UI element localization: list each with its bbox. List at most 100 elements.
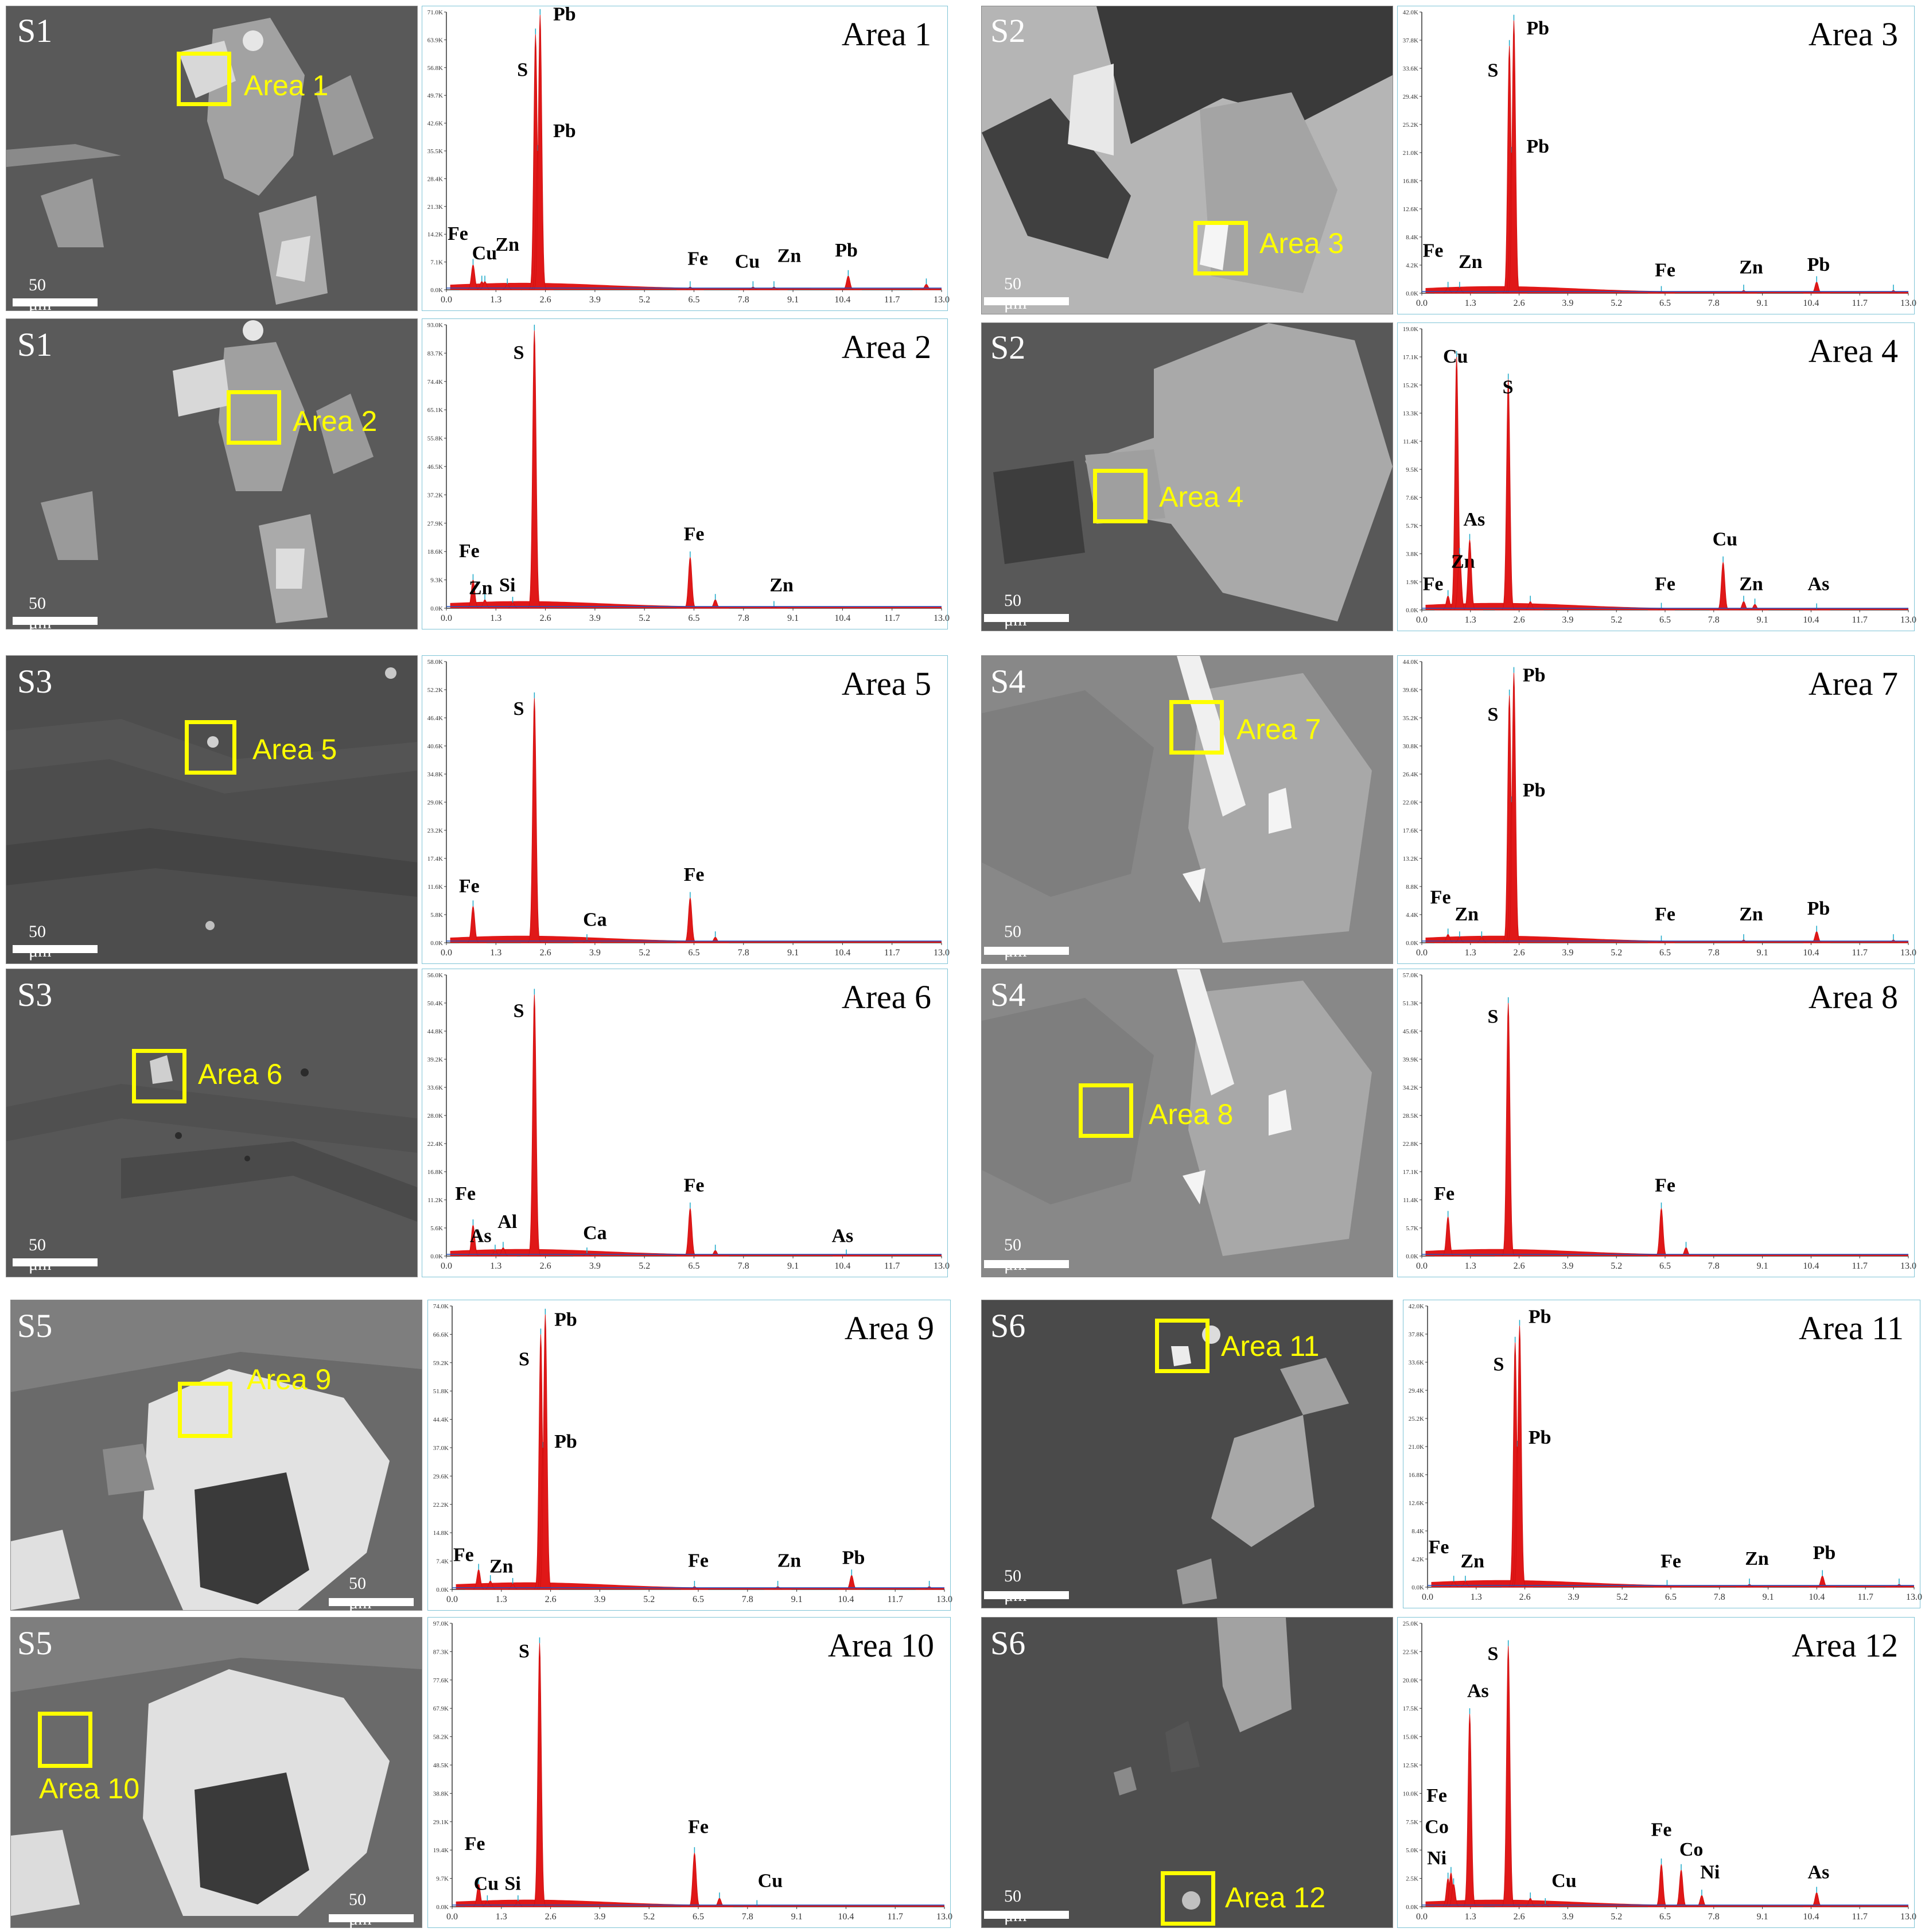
peak-label: Zn <box>769 574 794 596</box>
area-marker <box>1079 1083 1133 1138</box>
sem-texture <box>982 1300 1393 1608</box>
y-tick-label: 33.6K <box>1403 65 1418 72</box>
spectrum-title: Area 12 <box>1792 1627 1898 1664</box>
spectrum-background <box>450 1249 942 1256</box>
spectrum-svg: 0.0K 7.1K 14.2K 21.3K 28.4K 35.5K 42.6K 49.7K 56… <box>427 4 950 305</box>
spectrum-peak <box>1495 1002 1522 1257</box>
y-tick-label: 17.1K <box>1403 1169 1418 1176</box>
scale-text: 50 μm <box>1004 1887 1027 1925</box>
y-tick-label: 39.2K <box>427 1056 443 1063</box>
spectrum-peak <box>1647 1864 1675 1907</box>
spectrum-background <box>456 1582 944 1589</box>
y-tick-label: 3.8K <box>1406 551 1418 558</box>
area-label: Area 12 <box>1225 1882 1326 1914</box>
x-tick-label: 11.7 <box>884 613 900 623</box>
y-tick-label: 63.9K <box>427 37 443 44</box>
spectrum-svg: 0.0K 4.4K 8.8K 13.2K 17.6K 22.0K 26.4K 30.8K 35.… <box>1403 659 1916 958</box>
x-tick-label: 13.0 <box>934 295 950 305</box>
peak-label: Pb <box>1807 898 1830 919</box>
scale-text: 50 μm <box>1004 1235 1027 1274</box>
peak-label: Pb <box>1526 136 1549 157</box>
sem-image <box>981 969 1393 1277</box>
y-tick-label: 8.4K <box>1406 234 1418 241</box>
y-tick-label: 19.4K <box>433 1847 449 1854</box>
scale-bar <box>329 1598 414 1606</box>
x-tick-label: 6.5 <box>1659 948 1671 958</box>
peak-label: As <box>1808 574 1830 595</box>
y-tick-label: 0.0K <box>436 1904 449 1911</box>
x-tick-label: 0.0 <box>441 295 452 305</box>
y-tick-label: 29.4K <box>1409 1387 1424 1394</box>
sem-texture <box>6 6 417 310</box>
peak-label: S <box>519 1641 530 1662</box>
y-tick-label: 0.0K <box>1411 1584 1424 1591</box>
peak-label: Fe <box>459 541 480 562</box>
spectrum-peak <box>1500 20 1527 294</box>
y-tick-label: 30.8K <box>1403 743 1418 750</box>
peak-label: Pb <box>1526 18 1549 39</box>
x-tick-label: 1.3 <box>1471 1592 1482 1602</box>
x-tick-label: 3.9 <box>1562 615 1573 625</box>
x-tick-label: 6.5 <box>689 295 700 305</box>
y-tick-label: 39.9K <box>1403 1056 1418 1063</box>
x-tick-label: 7.8 <box>742 1595 753 1604</box>
spectrum-background <box>1425 286 1908 293</box>
y-tick-label: 29.1K <box>433 1819 449 1826</box>
spectrum-peak <box>838 1575 866 1590</box>
peak-label: Pb <box>1807 254 1830 275</box>
spectrum-peak <box>520 330 549 609</box>
x-tick-label: 1.3 <box>496 1912 507 1922</box>
y-tick-label: 5.7K <box>1406 1225 1418 1232</box>
x-tick-label: 9.1 <box>787 1261 799 1271</box>
x-tick-label: 6.5 <box>689 613 700 623</box>
x-tick-label: 0.0 <box>1416 948 1428 958</box>
spectrum-peak <box>531 1314 559 1590</box>
x-tick-label: 13.0 <box>1900 615 1916 625</box>
x-tick-label: 9.1 <box>1757 615 1768 625</box>
x-tick-label: 13.0 <box>934 1261 950 1271</box>
y-tick-label: 59.2K <box>433 1360 449 1367</box>
peak-label: Fe <box>465 1833 485 1855</box>
peak-label: Fe <box>448 223 468 244</box>
x-tick-label: 5.2 <box>643 1912 655 1922</box>
peak-label: Zn <box>1739 904 1763 925</box>
x-tick-label: 11.7 <box>1852 298 1867 308</box>
y-tick-label: 5.8K <box>430 912 443 919</box>
x-tick-label: 10.4 <box>834 1261 850 1271</box>
x-tick-label: 10.4 <box>1803 615 1819 625</box>
y-tick-label: 11.4K <box>1403 438 1418 445</box>
y-tick-label: 19.0K <box>1403 326 1418 333</box>
x-tick-label: 2.6 <box>545 1595 557 1604</box>
y-tick-label: 15.0K <box>1403 1734 1418 1741</box>
y-tick-label: 42.0K <box>1403 9 1418 16</box>
area-label: Area 3 <box>1259 227 1344 259</box>
x-tick-label: 5.2 <box>1611 1912 1622 1922</box>
x-tick-label: 5.2 <box>639 948 650 958</box>
x-tick-label: 2.6 <box>540 1261 551 1271</box>
scale-bar <box>329 1914 414 1922</box>
sample-label: S6 <box>990 1624 1026 1662</box>
y-tick-label: 17.5K <box>1403 1705 1418 1712</box>
spectrum-peak <box>489 1247 517 1257</box>
area-label: Area 11 <box>1221 1330 1320 1362</box>
scale-text: 50 μm <box>29 1235 52 1274</box>
x-tick-label: 3.9 <box>1562 948 1573 958</box>
x-tick-label: 6.5 <box>1659 1261 1671 1271</box>
y-tick-label: 14.2K <box>427 231 443 238</box>
x-tick-label: 2.6 <box>540 613 551 623</box>
y-tick-label: 97.0K <box>433 1620 449 1627</box>
y-tick-label: 83.7K <box>427 350 443 357</box>
spectrum-peak <box>701 936 729 943</box>
sem-image <box>981 655 1393 964</box>
x-tick-label: 13.0 <box>936 1912 952 1922</box>
spectrum-peak <box>706 1898 733 1907</box>
peak-label: Fe <box>1655 574 1675 595</box>
x-tick-label: 10.4 <box>838 1595 854 1604</box>
peak-label: Co <box>1679 1839 1704 1860</box>
spectrum-background <box>1425 1249 1908 1256</box>
x-tick-label: 13.0 <box>936 1595 952 1604</box>
spectrum-svg: 0.0K 5.7K 11.4K 17.1K 22.8K 28.5K 34.2K 39.9K 45… <box>1403 972 1916 1271</box>
sem-texture <box>982 323 1393 631</box>
y-tick-label: 12.6K <box>1409 1500 1424 1507</box>
peak-label: Zn <box>1459 251 1483 273</box>
